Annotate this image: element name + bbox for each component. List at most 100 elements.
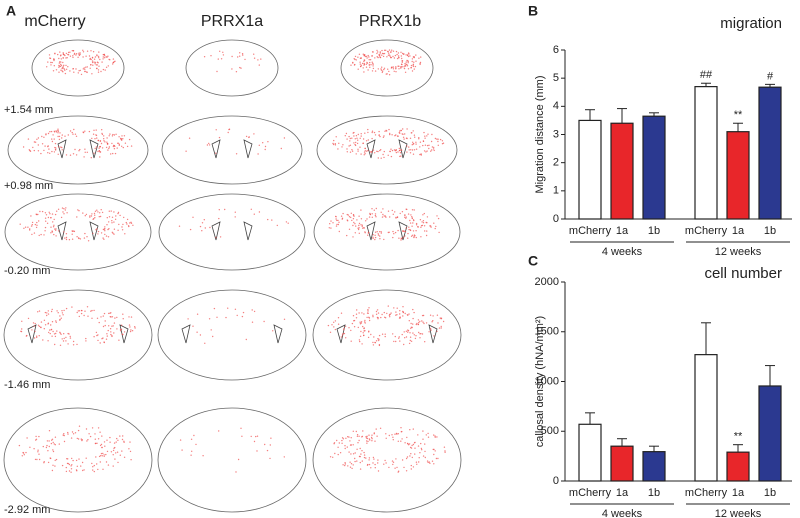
cell-dot (92, 133, 95, 135)
cell-dot (81, 309, 83, 312)
cell-dot (106, 333, 108, 335)
cell-dot (70, 468, 73, 470)
cell-dot (101, 435, 103, 437)
cell-dot (96, 64, 99, 66)
cell-dot (107, 329, 109, 332)
cell-dot (97, 211, 99, 213)
brain-section (312, 407, 462, 513)
cell-dot (392, 236, 394, 239)
cell-dot (84, 151, 86, 153)
cell-dot (354, 223, 356, 225)
cell-dot (433, 463, 435, 465)
y-tick-label: 1000 (535, 375, 559, 387)
cell-dot (349, 466, 352, 468)
cell-dot (128, 138, 131, 141)
cell-dot (360, 330, 362, 333)
cell-dot (364, 147, 366, 150)
cell-dot (107, 65, 110, 67)
section-outline (157, 289, 307, 381)
cell-dot (424, 341, 426, 343)
cell-dot (420, 56, 422, 58)
cell-dot (73, 128, 75, 131)
cell-dot (52, 330, 54, 333)
cell-dot (72, 133, 74, 135)
cell-dot (383, 150, 385, 153)
cell-dot (426, 216, 429, 218)
cell-dot (362, 142, 364, 145)
cell-dot (87, 439, 89, 441)
cell-dot (405, 208, 407, 210)
cell-dot (413, 61, 415, 63)
cell-dot (55, 130, 57, 132)
cell-dot (80, 312, 83, 315)
cell-dot (377, 157, 379, 159)
cell-dot (345, 437, 347, 439)
cell-dot (37, 311, 39, 313)
cell-dot (391, 460, 394, 462)
cell-dot (432, 148, 435, 150)
cell-dot (394, 54, 397, 57)
cell-dot (34, 330, 36, 333)
cell-dot (114, 218, 117, 220)
cell-dot (399, 212, 401, 215)
cell-dot (114, 317, 116, 319)
cell-dot (364, 132, 366, 134)
cell-dot (253, 213, 255, 215)
cell-dot (352, 453, 355, 455)
x-tick-label: mCherry (685, 487, 728, 499)
cell-dot (363, 227, 365, 229)
cell-dot (85, 66, 87, 68)
cell-dot (366, 57, 368, 59)
cell-dot (100, 452, 103, 455)
cell-dot (65, 238, 68, 241)
cell-dot (374, 57, 376, 59)
cell-dot (360, 209, 362, 211)
brain-section (157, 407, 307, 513)
brain-section (312, 289, 462, 381)
cell-dot (410, 447, 413, 449)
cell-dot (97, 233, 99, 235)
cell-dot (61, 464, 64, 467)
cell-dot (421, 221, 423, 223)
cell-dot (237, 458, 240, 461)
cell-dot (98, 57, 100, 59)
cell-dot (195, 443, 197, 446)
cell-dot (99, 156, 101, 158)
cell-dot (420, 153, 422, 155)
cell-dot (423, 225, 426, 227)
brain-section (316, 115, 458, 185)
cell-dot (48, 430, 51, 432)
cell-dot (418, 331, 420, 334)
cell-dot (94, 210, 97, 212)
cell-dot (410, 67, 412, 69)
cell-dot (60, 69, 62, 71)
cell-dot (78, 210, 80, 212)
cell-dot (387, 154, 389, 156)
cell-dot (383, 215, 385, 217)
cell-dot (123, 135, 126, 137)
cell-dot (368, 438, 370, 440)
cell-dot (113, 144, 115, 147)
cell-dot (361, 312, 363, 314)
cell-dot (33, 149, 35, 152)
cell-dot (357, 228, 360, 231)
cell-dot (51, 140, 54, 143)
cell-dot (64, 69, 66, 71)
cell-dot (340, 215, 343, 217)
cell-dot (97, 71, 100, 73)
cell-dot (185, 150, 187, 152)
cell-dot (69, 154, 72, 156)
cell-dot (219, 236, 222, 238)
cell-dot (363, 456, 366, 459)
cell-dot (101, 132, 103, 135)
cell-dot (396, 57, 399, 60)
cell-dot (406, 151, 408, 153)
cell-dot (425, 434, 427, 436)
cell-dot (62, 57, 64, 59)
cell-dot (368, 434, 370, 436)
cell-dot (54, 436, 57, 438)
cell-dot (110, 153, 112, 155)
cell-dot (33, 325, 35, 327)
cell-dot (432, 320, 434, 322)
